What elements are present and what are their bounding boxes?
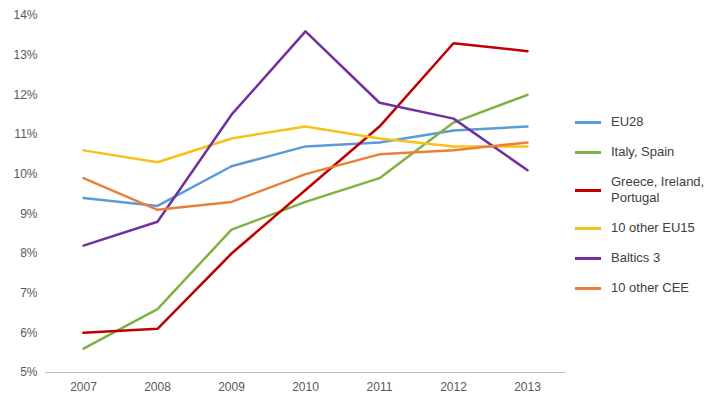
svg-text:12%: 12%	[13, 88, 37, 102]
svg-text:8%: 8%	[20, 246, 38, 260]
html-text:10 other CEE: 10 other CEE	[611, 280, 689, 295]
html-text:10 other EU15: 10 other EU15	[611, 220, 695, 235]
svg-text:11%: 11%	[14, 127, 37, 141]
svg-text:2012: 2012	[440, 380, 467, 394]
html-text:Baltics 3: Baltics 3	[611, 250, 661, 265]
svg-text:9%: 9%	[20, 207, 38, 221]
html-text:Greece, Ireland, Portugal: Greece, Ireland, Portugal	[611, 174, 705, 205]
html-text:EU28: EU28	[611, 114, 644, 129]
svg-text:2008: 2008	[144, 380, 171, 394]
svg-text:2010: 2010	[292, 380, 319, 394]
svg-text:2013: 2013	[514, 380, 541, 394]
svg-text:10%: 10%	[13, 167, 37, 181]
svg-text:14%: 14%	[13, 8, 37, 22]
svg-text:5%: 5%	[20, 365, 38, 379]
svg-text:2007: 2007	[70, 380, 97, 394]
svg-text:2009: 2009	[218, 380, 245, 394]
svg-text:7%: 7%	[20, 286, 38, 300]
svg-text:13%: 13%	[13, 48, 37, 62]
svg-text:2011: 2011	[367, 380, 393, 394]
html-text:Italy, Spain: Italy, Spain	[611, 144, 675, 159]
svg-text:6%: 6%	[20, 326, 38, 340]
